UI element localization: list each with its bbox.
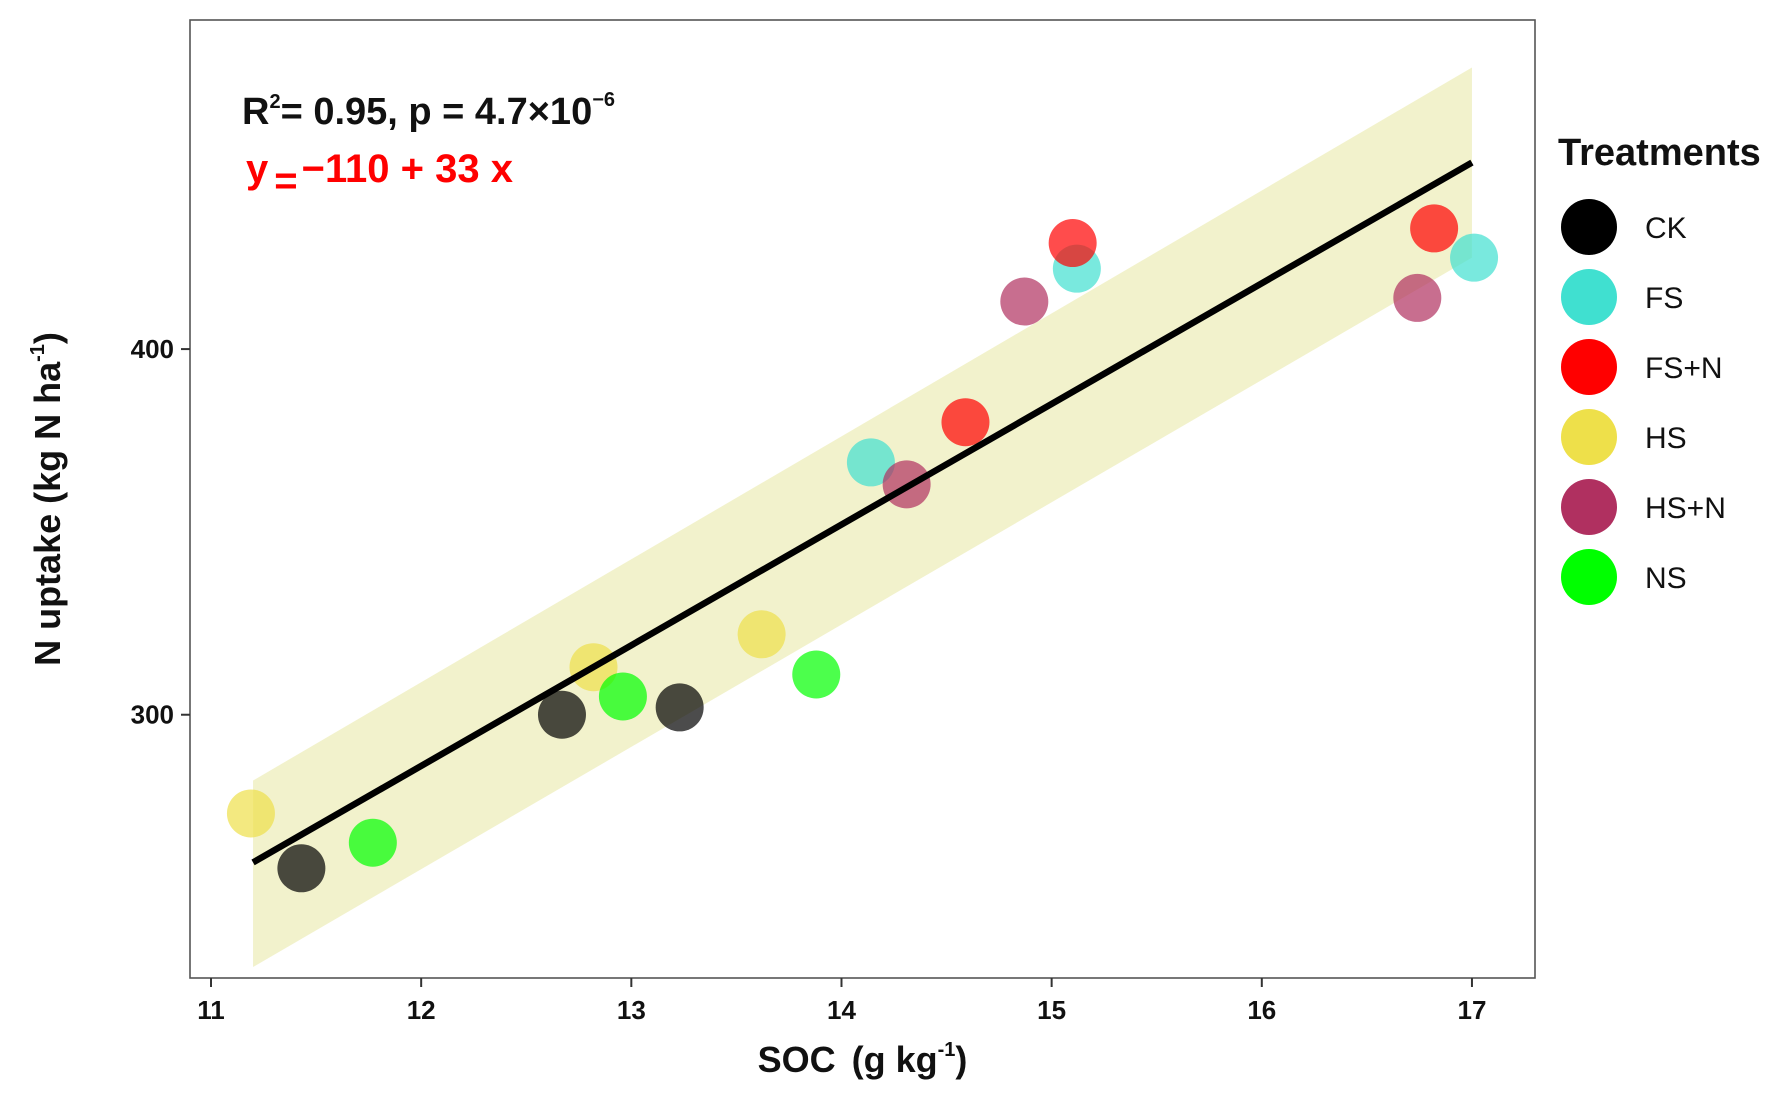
point-fs-3 <box>1450 233 1499 282</box>
x-axis-title-unit-close: ) <box>955 1039 967 1080</box>
y-tick-label-300: 300 <box>131 700 174 730</box>
point-fs-plus-n-1 <box>941 398 990 447</box>
legend-label-hs: HS <box>1645 422 1687 455</box>
x-axis-title-main: SOC <box>758 1039 836 1080</box>
regression-line <box>251 159 1474 866</box>
x-axis: 11 12 13 14 15 16 17 <box>197 978 1486 1025</box>
y-axis-title-sup: -1 <box>27 344 49 362</box>
legend: Treatments CK FS FS+N HS HS+N NS <box>1558 132 1761 605</box>
x-tick-label-14: 14 <box>827 995 856 1025</box>
point-hs-1 <box>226 789 275 838</box>
point-ns-3 <box>792 650 841 699</box>
y-axis-title-close: ) <box>27 332 68 344</box>
x-tick-label-17: 17 <box>1457 995 1486 1025</box>
point-ck-1 <box>277 844 326 893</box>
x-tick-label-16: 16 <box>1247 995 1276 1025</box>
x-tick-label-13: 13 <box>617 995 646 1025</box>
legend-items: CK FS FS+N HS HS+N NS <box>1561 199 1726 605</box>
legend-key-hs <box>1561 409 1617 465</box>
legend-key-fs <box>1561 269 1617 325</box>
r2-label: R <box>242 91 269 133</box>
regression-line-layer <box>251 159 1474 866</box>
legend-label-fs-plus-n: FS+N <box>1645 352 1723 385</box>
x-axis-title-unit: (g kg <box>852 1039 938 1080</box>
point-hs-3 <box>737 610 786 659</box>
x-axis-title: SOC (g kg-1) <box>758 1039 968 1080</box>
equation-rest: −110 + 33 x <box>302 147 513 191</box>
point-ns-1 <box>348 818 397 867</box>
point-hs-plus-n-2 <box>1000 277 1049 326</box>
point-fs-plus-n-2 <box>1048 219 1097 268</box>
data-points-layer <box>226 204 1499 893</box>
equation-equals: = <box>274 159 297 203</box>
plot-panel-border <box>189 19 1536 979</box>
confidence-band-layer <box>253 67 1472 968</box>
point-hs-plus-n-3 <box>1393 273 1442 322</box>
legend-key-hs-plus-n <box>1561 479 1617 535</box>
p-exponent: −6 <box>592 89 615 111</box>
equation-y: y <box>246 147 269 191</box>
confidence-band <box>253 67 1472 968</box>
legend-label-hs-plus-n: HS+N <box>1645 492 1726 525</box>
legend-label-ck: CK <box>1645 212 1687 245</box>
r2-rest: = 0.95, p = 4.7×10 <box>281 91 593 133</box>
legend-key-fs-plus-n <box>1561 339 1617 395</box>
x-tick-label-11: 11 <box>197 995 225 1025</box>
r2-sup: 2 <box>269 91 280 113</box>
x-tick-label-15: 15 <box>1037 995 1066 1025</box>
point-ck-3 <box>655 683 704 732</box>
legend-key-ns <box>1561 549 1617 605</box>
y-axis-title-main: N uptake (kg N ha <box>27 361 68 666</box>
point-ns-2 <box>598 672 647 721</box>
y-tick-label-400: 400 <box>131 334 174 364</box>
x-tick-label-12: 12 <box>407 995 436 1025</box>
r2-annotation: R2= 0.95, p = 4.7×10−6 <box>242 89 615 133</box>
point-fs-1 <box>846 438 895 487</box>
y-axis-title: N uptake (kg N ha-1) <box>27 332 68 666</box>
legend-label-fs: FS <box>1645 282 1683 315</box>
point-fs-plus-n-3 <box>1410 204 1459 253</box>
equation-annotation: y = −110 + 33 x <box>246 147 513 203</box>
y-axis: 300 400 <box>131 334 190 730</box>
x-axis-title-unit-sup: -1 <box>938 1039 956 1061</box>
legend-label-ns: NS <box>1645 562 1687 595</box>
legend-key-ck <box>1561 199 1617 255</box>
point-ck-2 <box>537 690 586 739</box>
legend-title: Treatments <box>1558 132 1761 174</box>
